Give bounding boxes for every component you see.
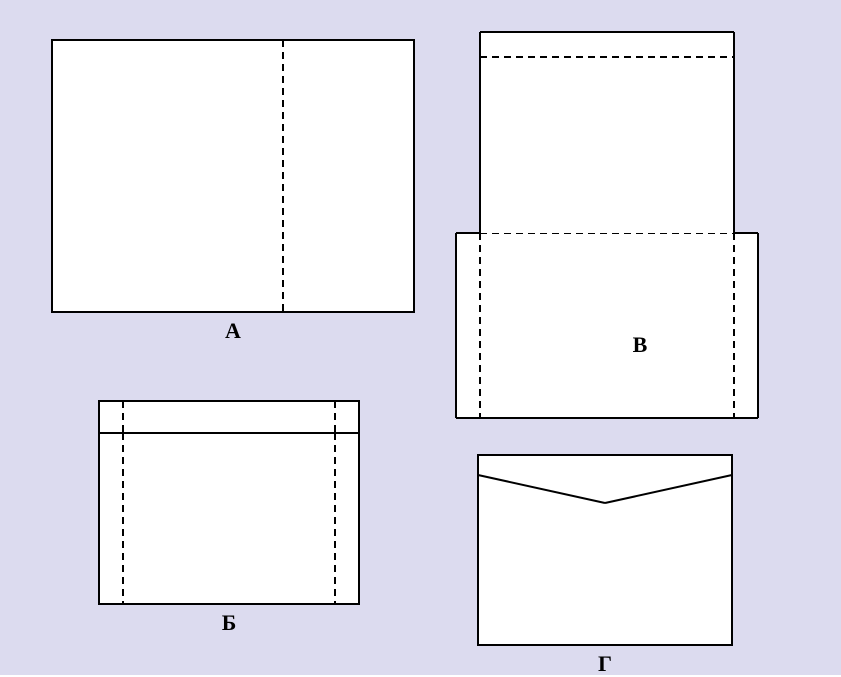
label-a: А <box>225 318 241 344</box>
panel-v-lower <box>456 233 758 418</box>
label-b: Б <box>222 610 237 636</box>
diagram-canvas: А Б В Г <box>0 0 841 675</box>
panel-a <box>52 40 414 312</box>
panel-b <box>99 401 359 604</box>
label-g: Г <box>598 651 612 677</box>
panel-v-upper <box>480 32 734 233</box>
label-v: В <box>633 332 648 358</box>
panel-g <box>478 455 732 645</box>
